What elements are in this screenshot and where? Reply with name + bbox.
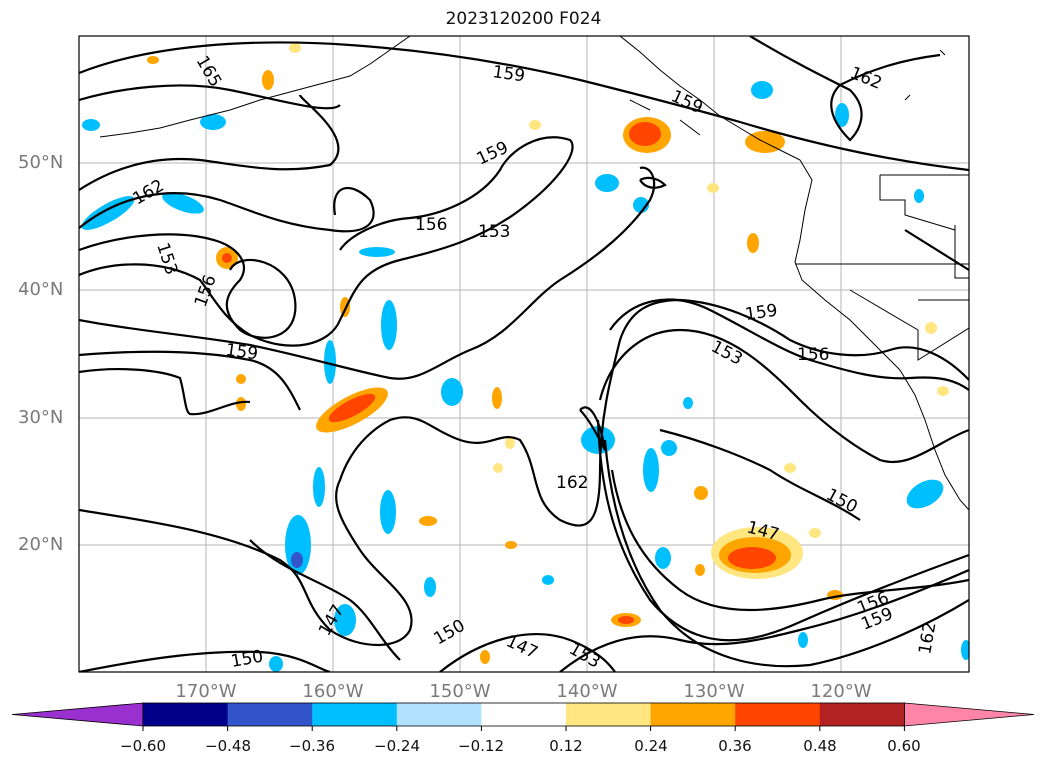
colorbar-tick-label: 0.60 — [887, 737, 921, 755]
map-title: 2023120200 F024 — [445, 9, 602, 29]
colorbar-tick-label: 0.12 — [549, 737, 583, 755]
contour-label: 162 — [556, 473, 588, 493]
colorbar-cell — [481, 703, 567, 726]
colorbar-cell — [396, 703, 482, 726]
colorbar-cell — [312, 703, 398, 726]
lon-label: 130°W — [683, 681, 745, 702]
colorbar-tick-label: 0.36 — [718, 737, 752, 755]
colorbar-extend-high — [904, 702, 1035, 727]
colorbar-cell — [650, 703, 736, 726]
lat-label: 40°N — [18, 279, 64, 300]
lat-label: 50°N — [18, 152, 64, 173]
colorbar-frame — [142, 702, 905, 727]
colorbar-tick-label: −0.36 — [289, 737, 335, 755]
contour-label: 159 — [744, 301, 779, 325]
contour-label: 159 — [491, 62, 526, 86]
colorbar-cell — [227, 703, 313, 726]
colorbar-tick-label: −0.48 — [205, 737, 251, 755]
lat-label: 20°N — [18, 534, 64, 555]
coastlines — [99, 36, 969, 511]
lon-label: 150°W — [429, 681, 491, 702]
colorbar-cell — [735, 703, 821, 726]
lat-label: 30°N — [18, 407, 64, 428]
lon-label: 140°W — [556, 681, 618, 702]
contour-label: 159 — [224, 340, 259, 364]
shaded-field — [81, 43, 969, 672]
contour-label: 156 — [415, 215, 447, 235]
lon-label: 170°W — [175, 681, 237, 702]
contour-label: 153 — [478, 222, 510, 242]
colorbar-tick-label: 0.24 — [634, 737, 668, 755]
height-contours — [79, 36, 969, 672]
colorbar-tick-label: −0.60 — [120, 737, 166, 755]
colorbar-cell — [143, 703, 229, 726]
colorbar-tick-label: 0.48 — [803, 737, 837, 755]
map-frame — [78, 35, 970, 673]
colorbar-extend-low — [11, 702, 144, 727]
colorbar-tick-label: −0.24 — [374, 737, 420, 755]
lon-label: 160°W — [302, 681, 364, 702]
contour-label: 156 — [797, 345, 829, 365]
colorbar-cell — [819, 703, 905, 726]
colorbar-tick-label: −0.12 — [458, 737, 504, 755]
colorbar-cell — [566, 703, 652, 726]
lon-label: 120°W — [810, 681, 872, 702]
